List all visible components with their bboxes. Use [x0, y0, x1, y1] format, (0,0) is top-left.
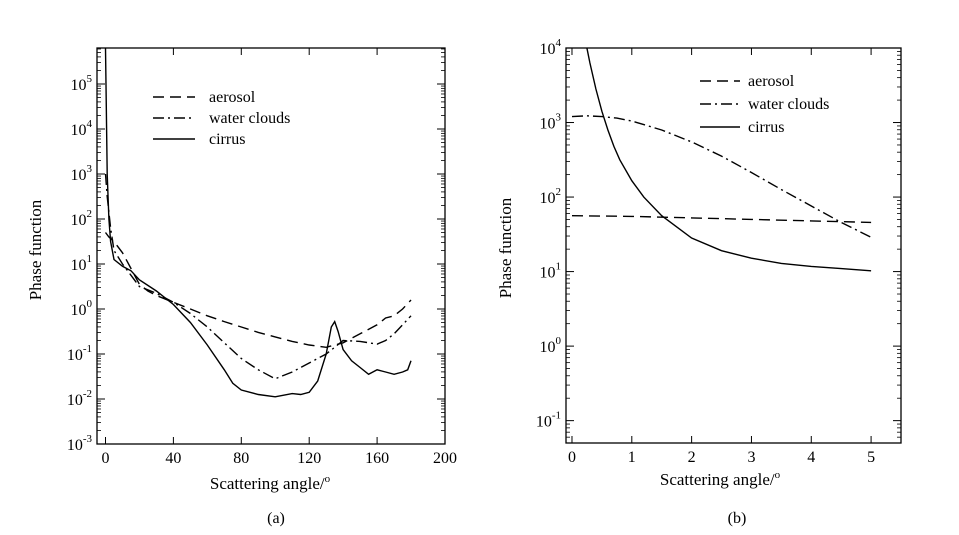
panel-a-x-axis-title-text: Scattering angle/ [210, 474, 325, 493]
panel-b-plot-area: 0 1 2 3 4 5 10-1 100 101 102 103 104 [536, 37, 902, 466]
panel-b-legend-label: cirrus [748, 119, 784, 136]
panel-a-x-tick-label: 120 [297, 450, 321, 467]
panel-a-y-tick-label: 101 [71, 253, 93, 274]
panel-a-x-tick-label: 160 [365, 450, 389, 467]
panel-a-series-water-clouds [104, 173, 412, 380]
panel-a-plot-area: 0 40 80 120 160 200 10-3 10-2 10-1 100 101 102 103 10… [67, 47, 457, 467]
panel-b-x-axis-title: Scattering angle/o [660, 469, 781, 489]
panel-b-x-tick-label: 1 [628, 449, 636, 466]
panel-b-y-tick-label: 103 [540, 112, 562, 133]
panel-a-y-tick-label: 10-1 [67, 343, 92, 364]
panel-a-caption: (a) [267, 510, 285, 527]
panel-b-x-axis-title-degree: o [775, 469, 781, 481]
panel-b-x-tick-label: 4 [807, 449, 815, 466]
panel-b-y-tick-label: 100 [540, 335, 562, 356]
panel-a-series-cirrus [104, 48, 412, 398]
panel-b-x-tick-label: 2 [688, 449, 696, 466]
panel-a-series-aerosol [104, 232, 412, 349]
panel-b-caption: (b) [728, 510, 747, 527]
panel-a-y-tick-label: 100 [71, 298, 93, 319]
panel-a-legend-label: aerosol [209, 89, 256, 106]
panel-b-chart: Phase function Scattering angle/o (b) 0 1… [496, 37, 902, 527]
panel-a-x-tick-label: 40 [165, 450, 181, 467]
panel-b-y-tick-label: 10-1 [536, 410, 561, 431]
panel-a-y-tick-label: 102 [71, 208, 93, 229]
panel-a-legend-label: cirrus [209, 131, 245, 148]
panel-a-legend-label: water clouds [209, 110, 290, 127]
panel-a-x-axis-title: Scattering angle/o [210, 473, 331, 493]
panel-a-y-tick-label: 105 [71, 73, 93, 94]
panel-b-x-tick-label: 0 [568, 449, 576, 466]
panel-b-x-tick-label: 3 [747, 449, 755, 466]
panel-b-axes-frame [565, 47, 902, 444]
panel-a-axes-frame [96, 47, 446, 445]
panel-a-y-tick-label: 103 [71, 163, 93, 184]
panel-b-y-tick-label: 102 [540, 186, 562, 207]
panel-b-legend-label: water clouds [748, 96, 829, 113]
panel-b-x-axis-title-text: Scattering angle/ [660, 470, 775, 489]
panel-b-legend: aerosol water clouds cirrus [700, 73, 829, 136]
panel-a-chart: Phase function Scattering angle/o (a) 0 4… [26, 47, 457, 527]
panel-b-series-water-clouds [571, 115, 872, 238]
panel-a-y-tick-label: 10-3 [67, 433, 93, 454]
panel-b-series-aerosol [571, 215, 872, 224]
panel-a-x-axis-title-degree: o [325, 473, 331, 485]
panel-a-x-tick-label: 0 [101, 450, 109, 467]
panel-a-x-tick-label: 80 [233, 450, 249, 467]
panel-a-y-tick-label: 10-2 [67, 388, 92, 409]
panel-b-y-tick-label: 101 [540, 261, 562, 282]
panel-a-y-tick-label: 104 [71, 118, 93, 139]
panel-a-y-axis-title: Phase function [26, 199, 45, 300]
panel-b-legend-label: aerosol [748, 73, 795, 90]
panel-a-legend: aerosol water clouds cirrus [153, 89, 290, 148]
panel-a-x-tick-label: 200 [433, 450, 457, 467]
panel-b-series-cirrus [586, 48, 872, 272]
panel-b-y-axis-title: Phase function [496, 197, 515, 298]
panel-b-y-tick-label: 104 [540, 37, 562, 58]
panel-b-x-tick-label: 5 [867, 449, 875, 466]
